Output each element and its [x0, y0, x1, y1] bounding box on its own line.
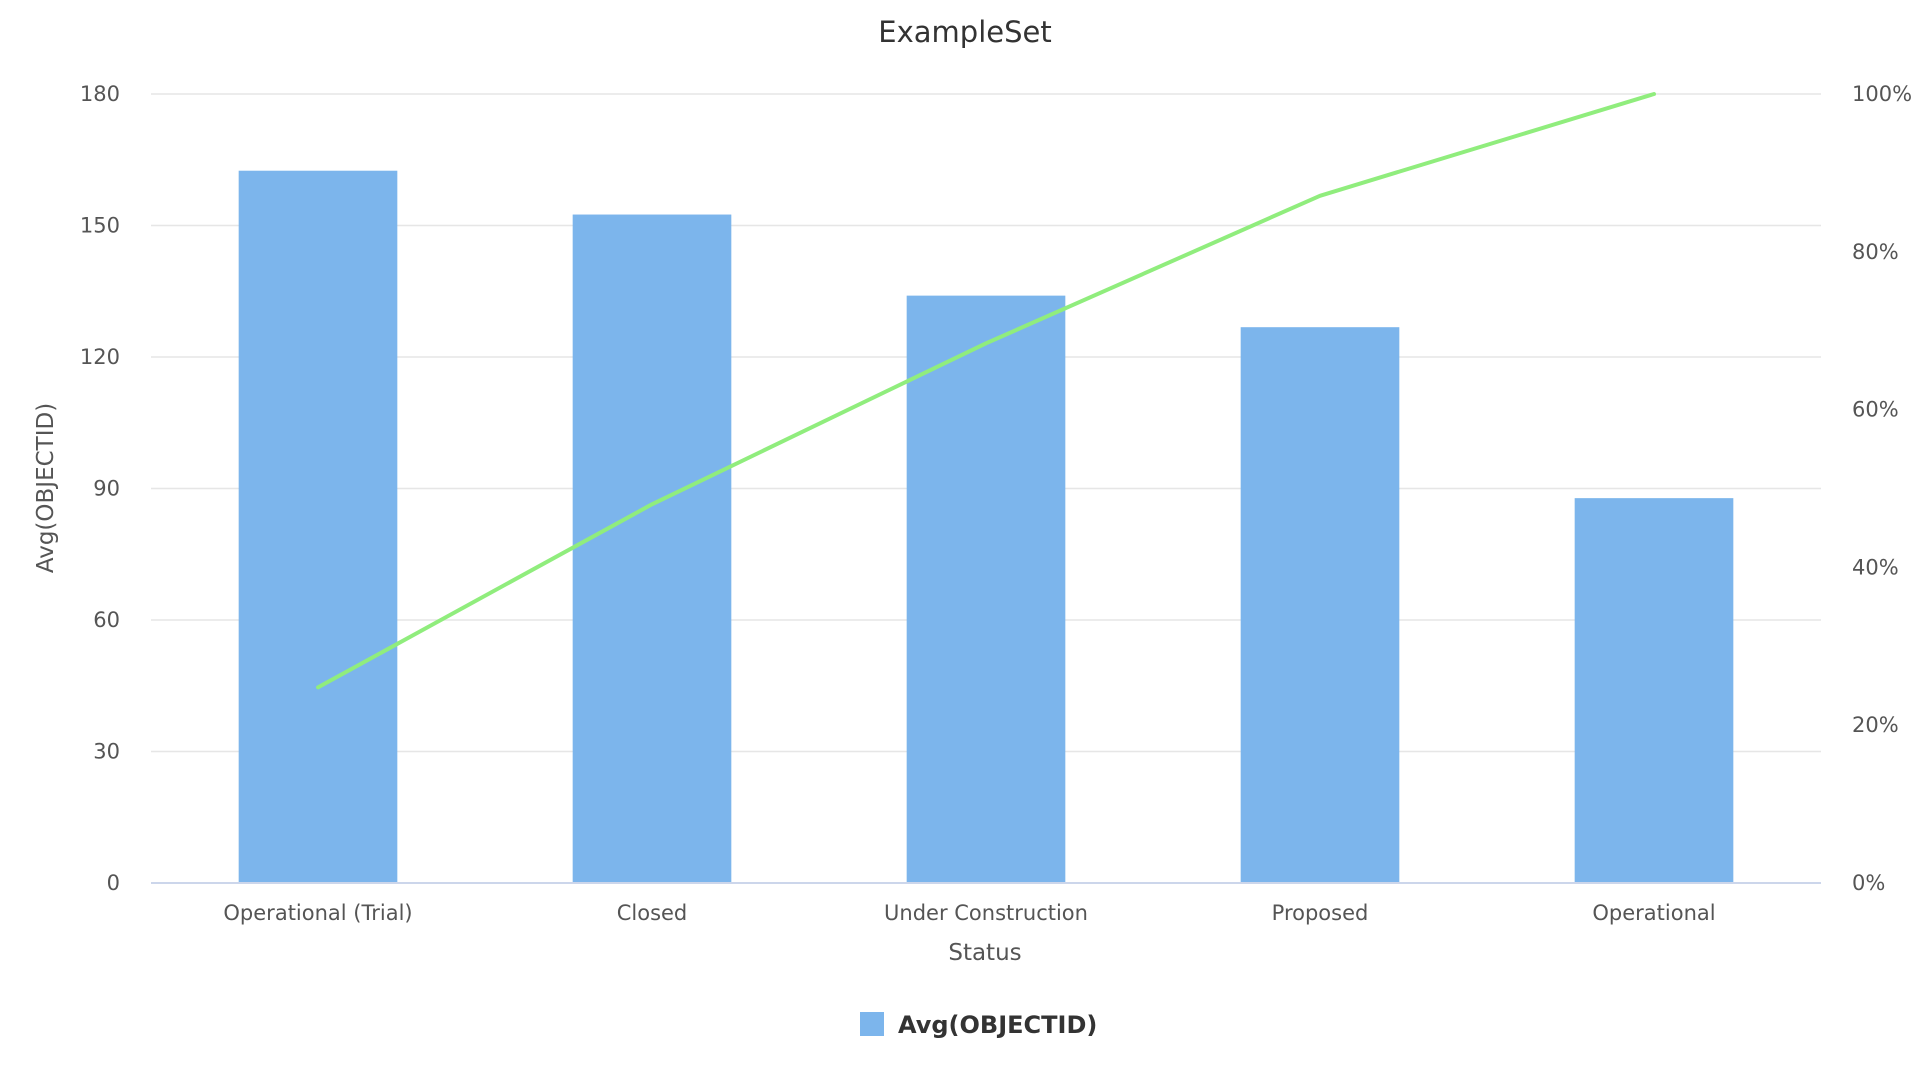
chart-title: ExampleSet: [878, 15, 1051, 49]
bar-proposed[interactable]: [1240, 327, 1400, 883]
y2-tick-label: 100%: [1852, 82, 1912, 106]
cumulative-line: [316, 92, 1656, 690]
x-tick-label: Operational (Trial): [223, 901, 412, 925]
y-tick-label: 0: [107, 871, 120, 895]
x-tick-label: Operational: [1592, 901, 1715, 925]
y2-axis-ticks: 0% 20% 40% 60% 80% 100%: [1852, 82, 1912, 895]
y2-tick-label: 20%: [1852, 713, 1899, 737]
y2-tick-label: 0%: [1852, 871, 1885, 895]
cumulative-percent-line[interactable]: [316, 92, 1656, 690]
legend-label: Avg(OBJECTID): [898, 1011, 1097, 1039]
x-tick-label: Under Construction: [884, 901, 1088, 925]
y-axis-ticks: 0 30 60 90 120 150 180: [80, 82, 120, 895]
y-tick-label: 30: [93, 740, 120, 764]
legend-swatch: [860, 1012, 884, 1036]
y2-tick-label: 80%: [1852, 240, 1899, 264]
y-tick-label: 90: [93, 477, 120, 501]
y-tick-label: 60: [93, 608, 120, 632]
x-tick-label: Proposed: [1272, 901, 1369, 925]
bars: [238, 170, 1734, 884]
legend[interactable]: Avg(OBJECTID): [860, 1011, 1097, 1039]
y-axis-title: Avg(OBJECTID): [33, 403, 59, 573]
x-axis-title: Status: [948, 940, 1021, 966]
x-axis-ticks: Operational (Trial) Closed Under Construct…: [223, 901, 1715, 925]
bar-operational[interactable]: [1574, 498, 1734, 883]
x-tick-label: Closed: [617, 901, 688, 925]
y-tick-label: 120: [80, 345, 120, 369]
y2-tick-label: 60%: [1852, 398, 1899, 422]
y-tick-label: 150: [80, 214, 120, 238]
y2-tick-label: 40%: [1852, 555, 1899, 579]
bar-closed[interactable]: [572, 214, 732, 883]
bar-operational-trial[interactable]: [238, 170, 398, 884]
y-tick-label: 180: [80, 82, 120, 106]
bar-under-construction[interactable]: [906, 295, 1066, 884]
